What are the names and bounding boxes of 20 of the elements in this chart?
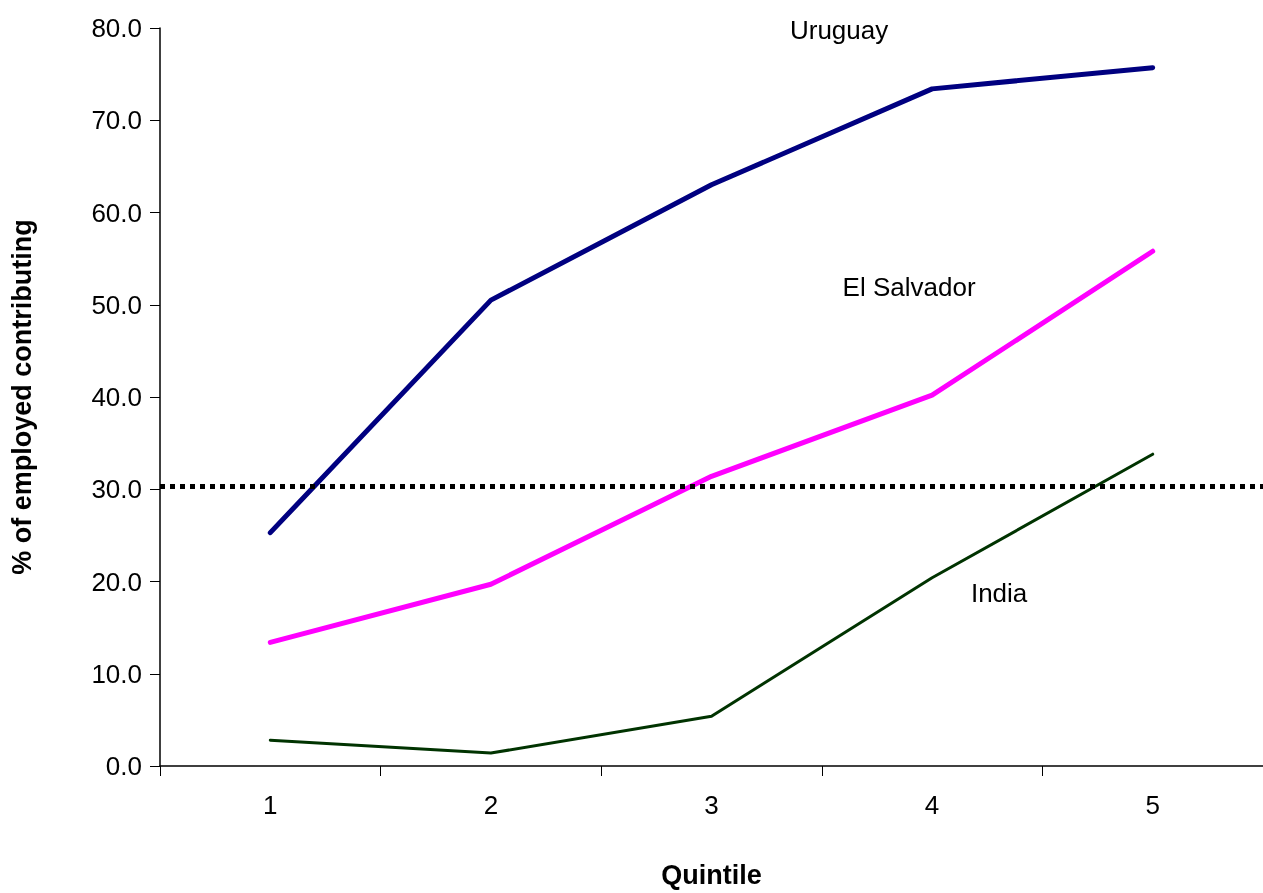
x-axis-title: Quintile [661,859,762,890]
series-label: India [970,577,1028,608]
x-tick-label: 3 [704,790,719,820]
y-tick-label: 10.0 [91,658,142,689]
y-tick-label: 80.0 [91,13,142,43]
y-tick-label: 30.0 [91,474,142,505]
y-tick-label: 20.0 [91,566,142,597]
y-tick-label: 0.0 [105,751,142,781]
y-tick-label: 40.0 [91,382,142,412]
y-axis-title: % of employed contributing [6,219,37,575]
x-tick-label: 4 [924,790,940,820]
x-tick-label: 5 [1145,790,1160,820]
line-series [268,452,1155,755]
text: Uruguay [789,14,889,45]
y-tick-label: 60.0 [91,197,142,228]
x-tick-label: 2 [483,790,499,820]
y-tick-label: 70.0 [91,105,142,136]
y-tick-label: 50.0 [91,289,142,320]
x-tick-label: 1 [263,790,278,820]
text: El Salvador [842,272,976,303]
